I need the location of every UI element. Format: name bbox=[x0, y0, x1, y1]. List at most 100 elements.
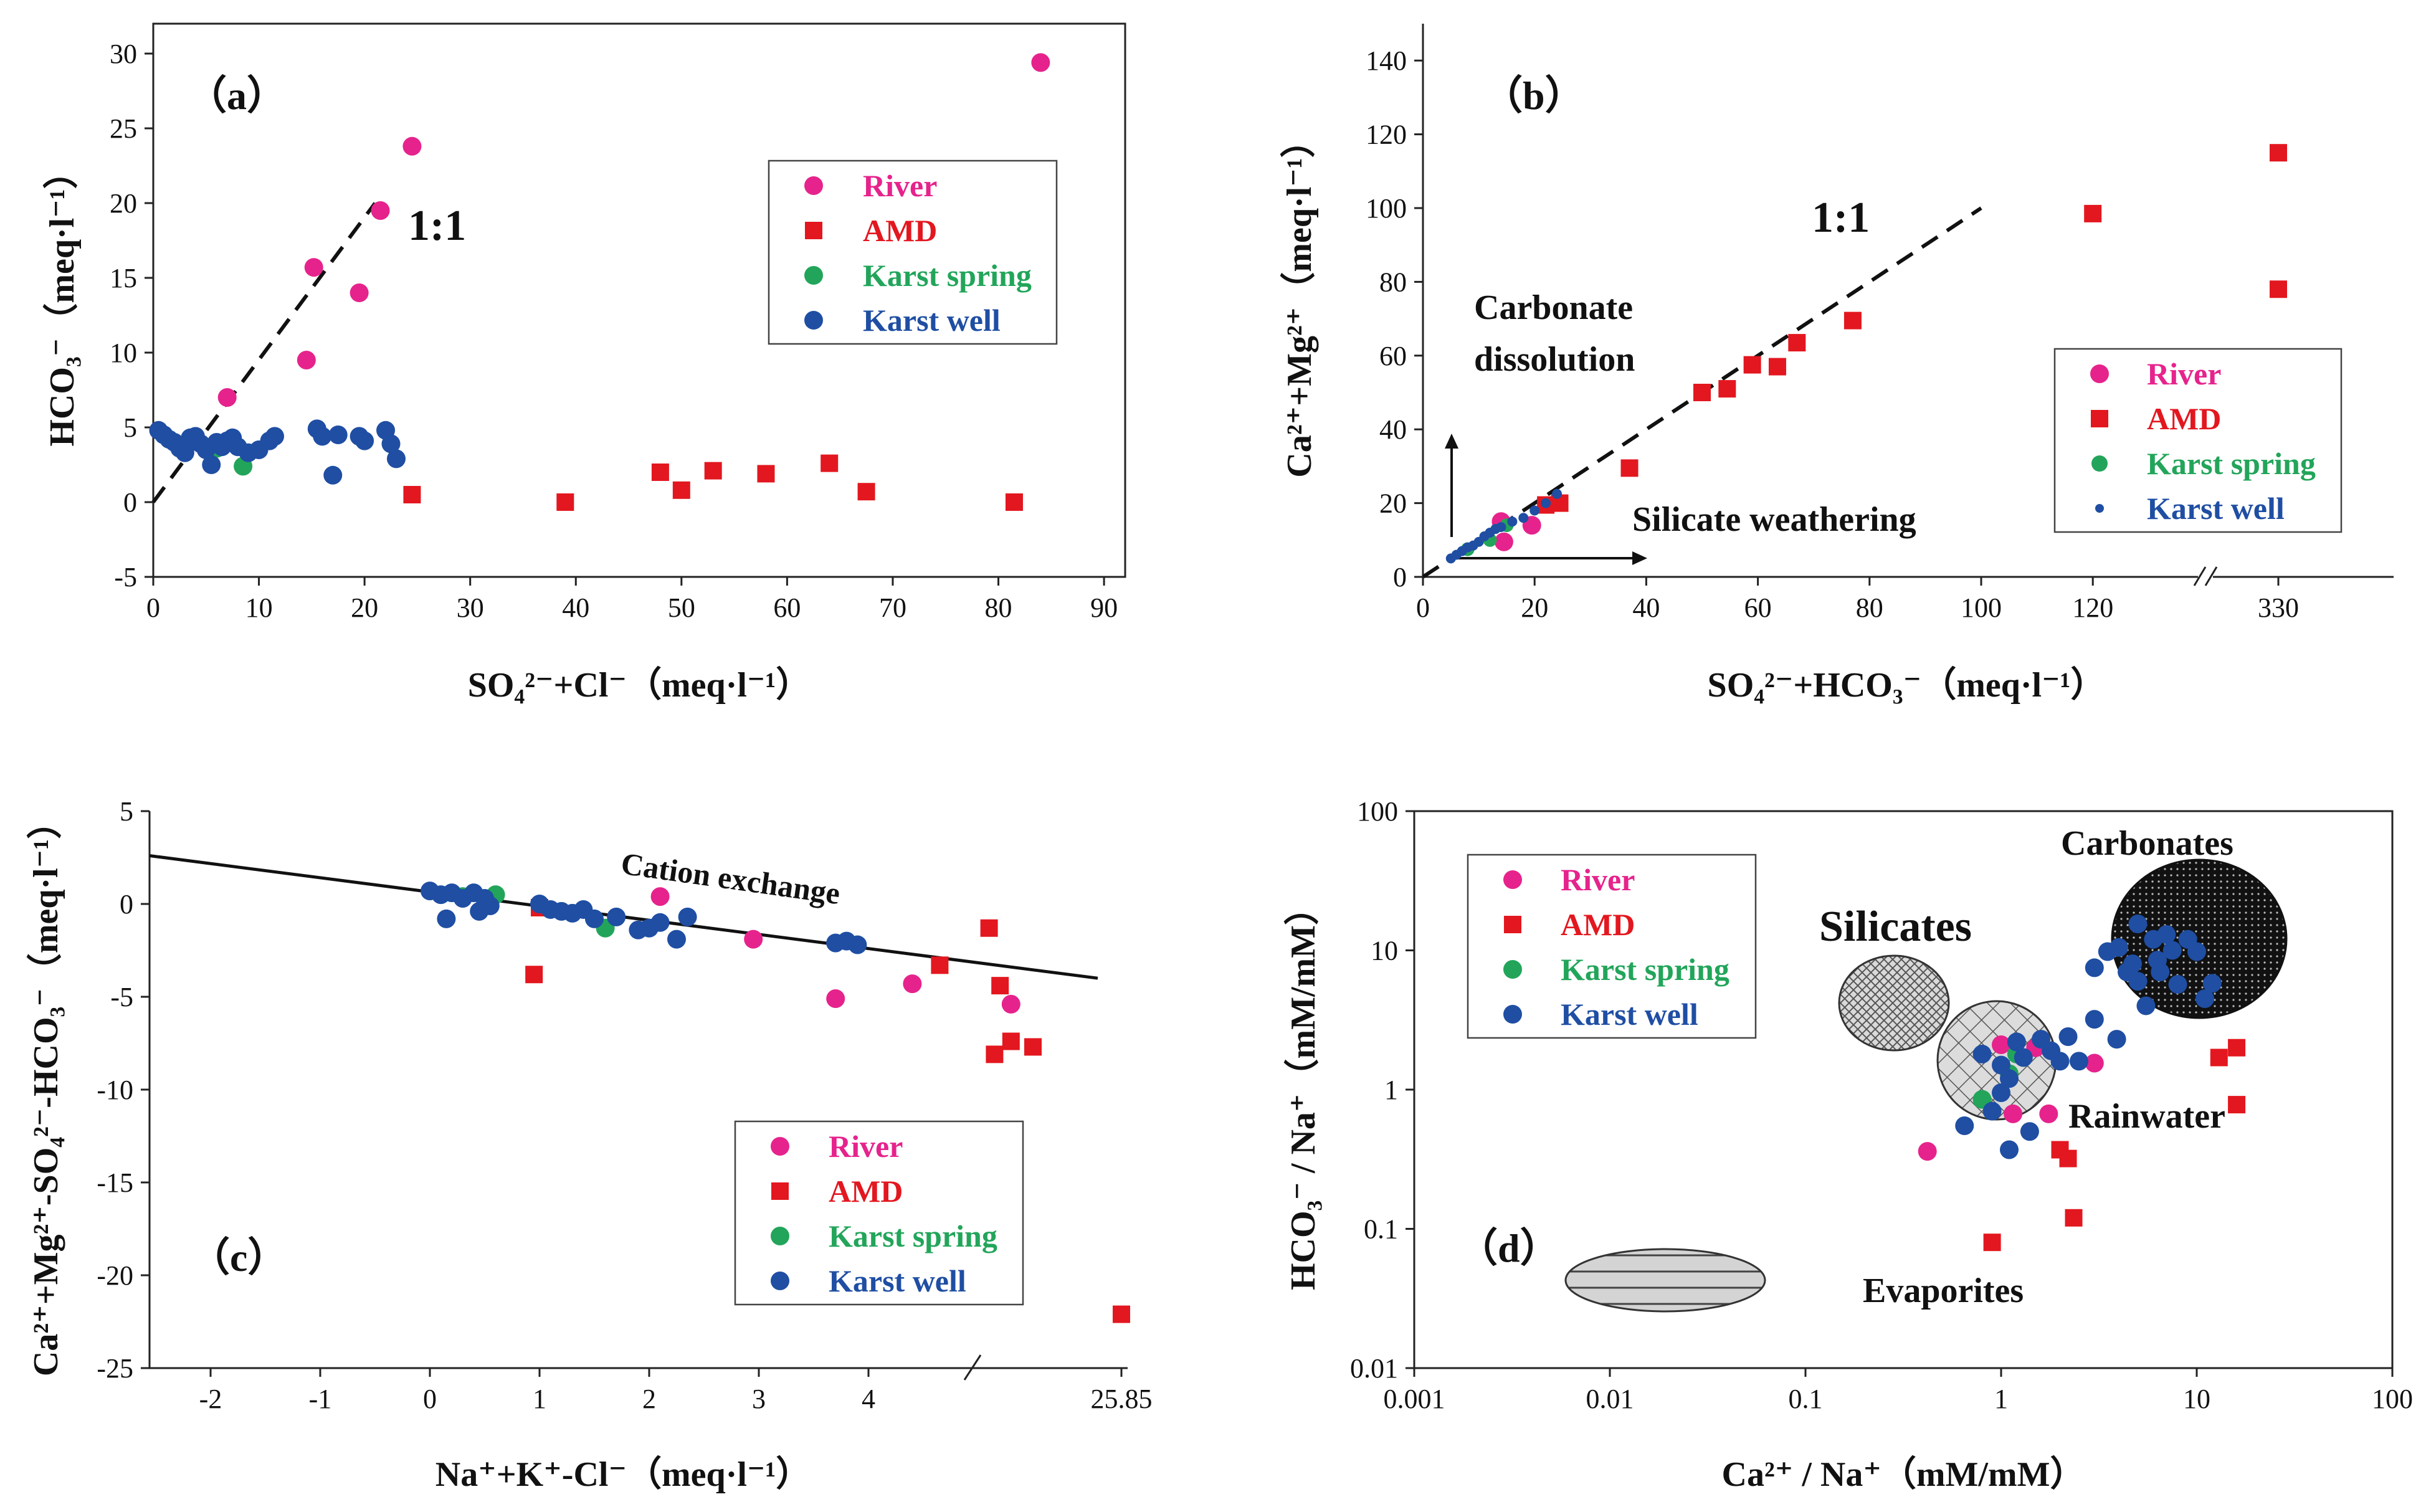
y-tick-label: -20 bbox=[97, 1260, 133, 1291]
legend-marker-amd bbox=[771, 1182, 789, 1200]
axis-break-marks bbox=[963, 1354, 982, 1381]
data-point-karst-well bbox=[328, 426, 348, 444]
data-point-karst-well bbox=[2020, 1122, 2039, 1141]
x-tick-label: 50 bbox=[668, 592, 695, 623]
data-point-karst-well bbox=[1496, 522, 1506, 533]
x-tick-label: 60 bbox=[773, 592, 801, 623]
legend-label-karst-well: Karst well bbox=[1561, 997, 1698, 1032]
x-tick-label: 0.001 bbox=[1384, 1384, 1445, 1414]
data-point-karst-well bbox=[1999, 1140, 2019, 1159]
data-point-karst-well bbox=[175, 443, 194, 462]
x-tick-label: 80 bbox=[985, 592, 1012, 623]
y-tick-label: 20 bbox=[1379, 488, 1407, 519]
x-tick-label: 80 bbox=[1856, 592, 1883, 623]
legend-marker-karst-well bbox=[771, 1272, 789, 1290]
data-point-karst-well bbox=[2085, 958, 2104, 977]
x-tick-label: 100 bbox=[1961, 592, 2002, 623]
data-point-amd bbox=[1693, 384, 1711, 401]
panel-label: （d） bbox=[1458, 1226, 1560, 1270]
data-point-amd bbox=[2270, 280, 2287, 298]
legend-marker-river bbox=[2090, 364, 2109, 383]
data-point-karst-well bbox=[1541, 498, 1551, 508]
data-point-river bbox=[1031, 53, 1050, 72]
y-tick-label: -10 bbox=[97, 1075, 133, 1105]
legend-marker-karst-spring bbox=[1503, 960, 1522, 979]
data-point-karst-well bbox=[1992, 1055, 2010, 1075]
annotation-dissolution: dissolution bbox=[1474, 340, 1635, 379]
data-point-amd bbox=[2270, 144, 2287, 162]
y-tick-label: 40 bbox=[1379, 414, 1407, 445]
data-point-karst-well bbox=[437, 909, 456, 928]
x-tick-label: 120 bbox=[2072, 592, 2113, 623]
x-tick-label: 0.01 bbox=[1586, 1384, 1634, 1414]
data-point-river bbox=[1001, 994, 1020, 1014]
y-axis-label: Ca²⁺+Mg²⁺-SO₄²⁻-HCO₃⁻（meq·l⁻¹） bbox=[26, 804, 65, 1376]
ref-line-label: 1:1 bbox=[1812, 194, 1870, 242]
data-point-amd bbox=[1718, 380, 1736, 398]
data-point-amd bbox=[651, 464, 669, 481]
x-tick-label: 1 bbox=[533, 1384, 546, 1414]
data-point-amd bbox=[991, 977, 1009, 995]
legend-label-amd: AMD bbox=[863, 213, 937, 248]
x-axis-label: Ca²⁺ / Na⁺（mM/mM） bbox=[1722, 1455, 2085, 1494]
x-tick-label: 0 bbox=[1416, 592, 1430, 623]
data-point-river bbox=[217, 388, 237, 407]
data-point-karst-well bbox=[2128, 914, 2148, 933]
x-tick-label: 40 bbox=[562, 592, 589, 623]
y-tick-label: 0 bbox=[120, 889, 133, 920]
data-point-river bbox=[402, 136, 422, 156]
data-point-amd bbox=[403, 486, 421, 503]
data-point-amd bbox=[1620, 459, 1639, 477]
data-point-karst-well bbox=[381, 434, 401, 454]
data-point-karst-well bbox=[2110, 938, 2129, 957]
data-point-karst-well bbox=[313, 427, 332, 446]
data-point-amd bbox=[704, 462, 722, 480]
data-point-amd bbox=[931, 956, 949, 974]
y-tick-label: -5 bbox=[114, 562, 137, 592]
data-point-amd bbox=[672, 481, 690, 499]
data-point-river bbox=[304, 258, 323, 277]
y-tick-label: -25 bbox=[97, 1353, 133, 1384]
data-point-karst-well bbox=[2123, 954, 2143, 974]
x-tick-label: 0.1 bbox=[1789, 1384, 1823, 1414]
y-tick-label: 60 bbox=[1379, 341, 1407, 371]
data-point-karst-well bbox=[480, 896, 500, 915]
legend-marker-karst-well bbox=[804, 311, 823, 330]
legend-label-karst-spring: Karst spring bbox=[2147, 446, 2316, 481]
panel-label: （c） bbox=[190, 1235, 287, 1280]
legend-marker-amd bbox=[1504, 916, 1521, 933]
data-point-karst-well bbox=[1972, 1044, 1992, 1063]
data-point-karst-well bbox=[2202, 974, 2222, 993]
x-tick-label: 25.85 bbox=[1091, 1384, 1153, 1414]
x-tick-label: 2 bbox=[642, 1384, 656, 1414]
panel-label: （b） bbox=[1483, 74, 1585, 118]
x-tick-label: 4 bbox=[862, 1384, 875, 1414]
data-point-karst-well bbox=[2128, 972, 2148, 991]
x-tick-label: -2 bbox=[199, 1384, 222, 1414]
data-point-amd bbox=[1005, 493, 1023, 511]
data-point-amd bbox=[556, 493, 574, 511]
legend-marker-river bbox=[771, 1137, 789, 1156]
data-point-amd bbox=[821, 454, 839, 472]
legend-marker-karst-spring bbox=[804, 266, 823, 285]
silicate-arrow bbox=[1452, 551, 1647, 565]
data-point-amd bbox=[2059, 1149, 2077, 1167]
data-point-karst-well bbox=[2107, 1030, 2126, 1049]
data-point-karst-well bbox=[678, 907, 697, 926]
data-point-karst-well bbox=[265, 427, 284, 446]
y-tick-label: 80 bbox=[1379, 267, 1407, 297]
data-point-river bbox=[650, 887, 670, 906]
data-point-karst-well bbox=[1999, 1069, 2019, 1088]
legend: River AMD Karst spring Karst well bbox=[768, 159, 1058, 345]
y-tick-label: 0 bbox=[123, 487, 137, 518]
data-point-karst-well bbox=[650, 913, 670, 932]
legend-label-river: River bbox=[863, 168, 937, 203]
data-point-river bbox=[903, 974, 922, 994]
y-axis-label: HCO₃⁻ / Na⁺（mM/mM） bbox=[1283, 890, 1323, 1290]
legend-label-karst-spring: Karst spring bbox=[1561, 952, 1729, 987]
x-tick-label: 20 bbox=[351, 592, 378, 623]
data-point-river bbox=[1918, 1142, 1937, 1161]
x-tick-label: 20 bbox=[1521, 592, 1548, 623]
data-point-amd bbox=[1743, 356, 1761, 374]
